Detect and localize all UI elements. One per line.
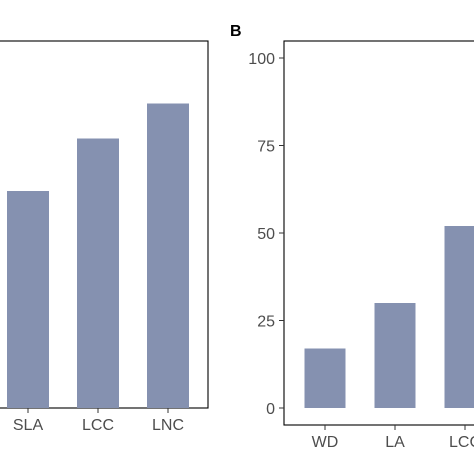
bar-a-lcc [77, 138, 119, 408]
bar-a-lnc [147, 103, 189, 408]
y-tick-label-b-50: 50 [257, 226, 275, 243]
x-tick-label-a-lcc: LCC [82, 417, 114, 434]
y-tick-label-b-25: 25 [257, 314, 275, 331]
panel-a: SLA LCC LNC [0, 40, 209, 434]
bar-a-sla [7, 191, 49, 408]
panel-b: WD LA LCC 0 25 50 75 100 B [230, 23, 474, 451]
x-tick-label-a-lnc: LNC [152, 417, 184, 434]
x-tick-label-a-sla: SLA [13, 417, 44, 434]
x-tick-label-b-lcc: LCC [449, 434, 474, 451]
y-tick-label-b-100: 100 [248, 51, 275, 68]
bar-b-la [374, 303, 416, 408]
x-tick-label-b-wd: WD [312, 434, 339, 451]
bar-b-wd [304, 348, 346, 408]
panel-b-tag: B [230, 23, 242, 40]
x-tick-label-b-la: LA [385, 434, 405, 451]
y-tick-label-b-0: 0 [266, 401, 275, 418]
bar-b-lcc [444, 226, 474, 408]
y-tick-label-b-75: 75 [257, 139, 275, 156]
